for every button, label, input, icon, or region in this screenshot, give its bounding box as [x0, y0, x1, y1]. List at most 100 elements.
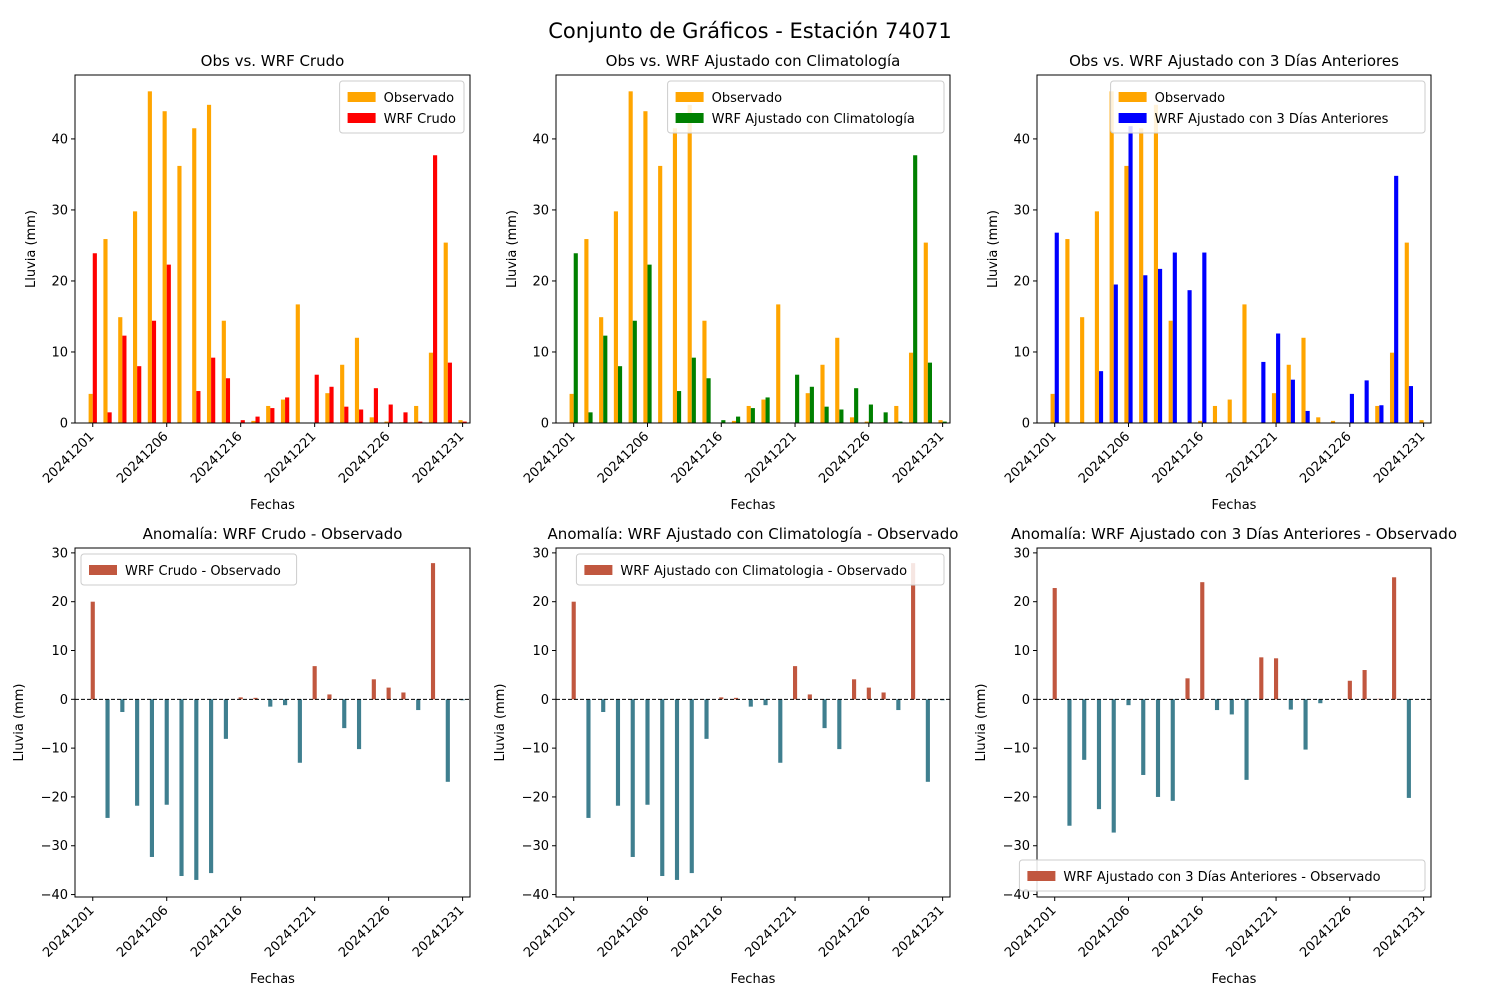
bar-observado-1	[1050, 393, 1055, 423]
anomaly-bar-21	[1347, 680, 1352, 700]
anomaly-bar-11	[1200, 582, 1205, 700]
x-tick-label: 20241201	[40, 903, 97, 960]
bar-observado-21	[384, 421, 389, 423]
anomaly-bar-12	[253, 697, 258, 700]
bar-observado-10	[221, 320, 226, 423]
legend: WRF Ajustado con 3 Días Anteriores - Obs…	[1018, 859, 1426, 892]
bar-wrf-8	[1158, 268, 1163, 423]
y-tick-label: −10	[41, 742, 68, 757]
legend-box	[1018, 859, 1426, 892]
bar-wrf-17	[329, 386, 334, 423]
x-tick-label: 20241216	[1150, 429, 1207, 486]
anomaly-bar-17	[327, 694, 332, 700]
bar-observado-8	[192, 128, 197, 423]
bar-wrf-5	[1113, 284, 1118, 423]
bar-observado-18	[820, 364, 825, 423]
x-tick-label: 20241231	[410, 903, 467, 960]
bar-observado-19	[835, 337, 840, 423]
bar-wrf-1	[92, 253, 97, 423]
anomaly-bar-23	[896, 699, 901, 711]
bar-wrf-9	[1172, 252, 1177, 423]
bar-observado-1	[569, 393, 574, 423]
x-tick-label: 20241231	[1371, 903, 1428, 960]
bar-observado-14	[1242, 304, 1247, 423]
bar-wrf-22	[403, 412, 408, 423]
bar-observado-5	[147, 91, 152, 424]
x-tick-label: 20241206	[595, 903, 652, 960]
legend-label: Observado	[384, 91, 455, 106]
bar-wrf-22	[1364, 380, 1369, 423]
anomaly-bar-1	[571, 601, 576, 700]
bar-observado-12	[251, 420, 256, 423]
anomaly-bar-3	[1082, 699, 1087, 760]
anomaly-bar-24	[911, 563, 916, 700]
x-tick-label: 20241226	[1297, 429, 1354, 486]
y-tick-label: −20	[1003, 790, 1030, 805]
anomaly-bar-9	[689, 699, 694, 874]
bar-wrf-15	[1261, 361, 1266, 423]
bar-observado-3	[118, 317, 123, 423]
x-axis-label: Fechas	[250, 498, 295, 513]
x-axis-label: Fechas	[731, 972, 776, 987]
bar-observado-2	[103, 239, 108, 423]
anomaly-bar-20	[371, 679, 376, 700]
panel-title: Anomalía: WRF Crudo - Observado	[143, 525, 403, 543]
legend-label: WRF Crudo - Observado	[125, 564, 281, 579]
x-tick-label: 20241231	[890, 903, 947, 960]
legend-label: WRF Crudo	[384, 112, 456, 127]
anomaly-bar-8	[1155, 699, 1161, 797]
y-tick-label: 0	[541, 417, 549, 432]
y-tick-label: 30	[532, 546, 549, 561]
bar-wrf-17	[1290, 379, 1295, 423]
anomaly-bar-15	[297, 699, 302, 763]
anomaly-bar-14	[763, 699, 768, 706]
bar-observado-4	[1094, 211, 1099, 423]
anomaly-bar-3	[601, 699, 606, 713]
legend-box	[667, 80, 945, 134]
x-tick-label: 20241216	[669, 429, 726, 486]
bar-observado-18	[1301, 337, 1306, 423]
anomaly-bar-4	[1096, 699, 1102, 810]
anomaly-bar-15	[778, 699, 783, 763]
bar-observado-2	[1065, 239, 1070, 423]
bar-wrf-5	[632, 320, 637, 423]
legend: WRF Ajustado con Climatologia - Observad…	[575, 553, 945, 586]
bar-observado-18	[340, 364, 345, 423]
anomaly-bar-3	[120, 699, 125, 713]
bar-observado-9	[1168, 320, 1173, 423]
anomaly-bar-25	[445, 699, 450, 782]
bar-observado-8	[672, 128, 678, 423]
x-tick-label: 20241206	[114, 903, 171, 960]
legend-swatch	[1118, 113, 1147, 123]
bar-wrf-19	[359, 409, 364, 423]
y-axis-label: Lluvia (mm)	[505, 210, 520, 288]
bar-observado-2	[584, 239, 589, 423]
bar-wrf-17	[809, 386, 814, 423]
panel-title: Obs vs. WRF Ajustado con 3 Días Anterior…	[1069, 52, 1399, 70]
panel-title: Obs vs. WRF Ajustado con Climatología	[606, 52, 901, 70]
legend: Observado WRF Crudo	[339, 80, 465, 134]
bar-wrf-11	[240, 420, 245, 423]
panel-title: Anomalía: WRF Ajustado con Climatología …	[548, 525, 959, 543]
legend-swatch	[347, 92, 376, 102]
bar-wrf-16	[795, 374, 800, 423]
anomaly-bar-17	[807, 694, 812, 700]
bar-observado-25	[443, 242, 448, 423]
bar-observado-14	[280, 399, 286, 423]
anomaly-bar-21	[386, 687, 391, 700]
x-tick-label: 20241226	[816, 429, 873, 486]
anomaly-bar-5	[149, 699, 154, 857]
y-tick-label: 0	[541, 693, 549, 708]
bar-observado-20	[849, 417, 855, 423]
legend-swatch	[1027, 871, 1056, 881]
anomaly-bar-24	[1392, 577, 1397, 700]
x-tick-label: 20241201	[521, 429, 578, 486]
chart-panel-2: Obs vs. WRF Ajustado con Climatología 0 10…	[505, 52, 951, 513]
legend-label: Observado	[712, 91, 783, 106]
y-tick-label: 40	[532, 132, 549, 147]
bar-observado-15	[776, 304, 781, 423]
y-tick-label: 20	[51, 595, 68, 610]
bar-observado-17	[805, 393, 810, 423]
y-tick-label: 20	[1013, 274, 1030, 289]
bar-observado-7	[177, 165, 182, 423]
